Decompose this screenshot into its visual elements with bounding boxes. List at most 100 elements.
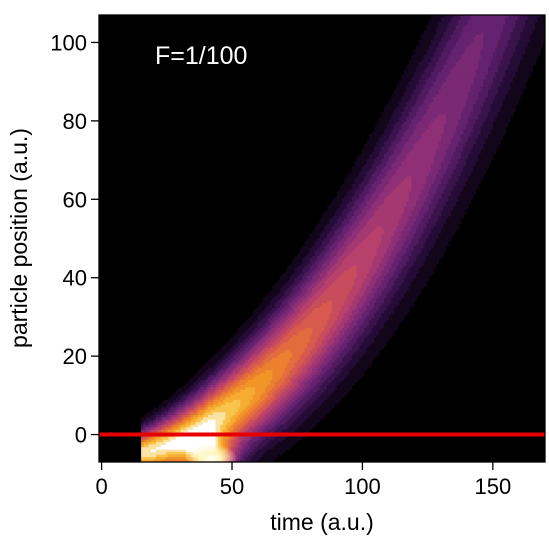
contour-band	[215, 372, 219, 376]
contour-band	[331, 236, 338, 240]
contour-band	[173, 424, 179, 428]
contour-band	[160, 402, 169, 406]
contour-band	[148, 437, 155, 441]
contour-band	[240, 385, 269, 389]
contour-band	[453, 47, 467, 51]
contour-band	[250, 439, 259, 443]
contour-band	[309, 377, 316, 381]
contour-band	[292, 273, 301, 277]
contour-band	[428, 124, 445, 128]
contour-band	[289, 275, 298, 279]
contour-band	[215, 427, 222, 431]
contour-band	[188, 429, 217, 433]
contour-band	[341, 342, 348, 346]
contour-band	[495, 49, 506, 53]
contour-band	[473, 146, 484, 150]
contour-band	[512, 27, 524, 31]
contour-band	[165, 452, 187, 456]
contour-band	[386, 139, 395, 143]
contour-band	[435, 49, 445, 53]
contour-band	[227, 442, 231, 446]
contour-band	[148, 444, 162, 448]
contour-band	[416, 99, 425, 103]
contour-band	[185, 419, 192, 423]
contour-band	[485, 74, 497, 78]
contour-band	[155, 417, 162, 421]
contour-band	[478, 116, 487, 120]
contour-band	[500, 109, 516, 113]
contour-band	[185, 382, 194, 386]
contour-band	[190, 419, 197, 423]
contour-band	[470, 111, 482, 115]
contour-band	[517, 39, 531, 43]
contour-band	[309, 250, 316, 254]
contour-band	[277, 280, 288, 284]
contour-band	[406, 116, 415, 120]
contour-band	[203, 399, 207, 403]
contour-band	[329, 221, 338, 225]
contour-band	[371, 290, 378, 294]
contour-band	[269, 320, 276, 324]
contour-band	[284, 389, 291, 394]
contour-band	[304, 377, 311, 381]
contour-band	[423, 260, 440, 264]
contour-band	[322, 350, 328, 354]
contour-band	[381, 313, 392, 317]
contour-band	[260, 362, 266, 366]
contour-band	[255, 447, 264, 451]
contour-band	[374, 303, 383, 307]
contour-band	[319, 275, 326, 279]
contour-band	[443, 64, 457, 68]
contour-band	[386, 293, 395, 297]
contour-band	[450, 141, 459, 145]
contour-band	[200, 394, 204, 399]
contour-band	[401, 136, 410, 140]
contour-band	[351, 355, 363, 359]
contour-band	[312, 362, 318, 366]
contour-band	[247, 380, 271, 384]
contour-band	[289, 310, 296, 314]
contour-band	[341, 223, 348, 227]
contour-band	[262, 422, 269, 426]
contour-band	[326, 233, 335, 237]
contour-band	[473, 77, 487, 81]
contour-band	[220, 370, 226, 374]
contour-band	[245, 347, 251, 351]
contour-band	[354, 181, 363, 185]
contour-band	[312, 278, 318, 282]
contour-band	[366, 325, 375, 329]
contour-band	[284, 399, 291, 403]
contour-band	[463, 188, 477, 192]
contour-band	[222, 365, 229, 369]
contour-band	[455, 24, 467, 29]
contour-band	[267, 407, 274, 411]
contour-band	[212, 402, 219, 406]
contour-band	[440, 17, 452, 21]
contour-band	[418, 96, 427, 101]
contour-band	[448, 196, 459, 200]
contour-band	[435, 238, 452, 242]
contour-band	[322, 278, 328, 282]
contour-band	[364, 317, 373, 322]
contour-band	[188, 380, 197, 384]
contour-band	[505, 47, 516, 51]
contour-band	[388, 315, 405, 319]
contour-band	[341, 367, 353, 371]
contour-band	[289, 315, 296, 319]
contour-band	[406, 238, 412, 242]
contour-band	[302, 290, 308, 294]
contour-band	[250, 437, 254, 441]
contour-band	[188, 414, 192, 418]
contour-band	[463, 131, 472, 135]
contour-band	[520, 37, 531, 41]
contour-band	[438, 22, 449, 26]
contour-band	[173, 419, 177, 423]
contour-band	[515, 24, 526, 29]
contour-band	[418, 42, 432, 46]
contour-band	[440, 37, 452, 41]
contour-band	[428, 206, 437, 210]
contour-band	[279, 399, 286, 403]
contour-band	[374, 146, 383, 150]
contour-band	[190, 409, 197, 413]
